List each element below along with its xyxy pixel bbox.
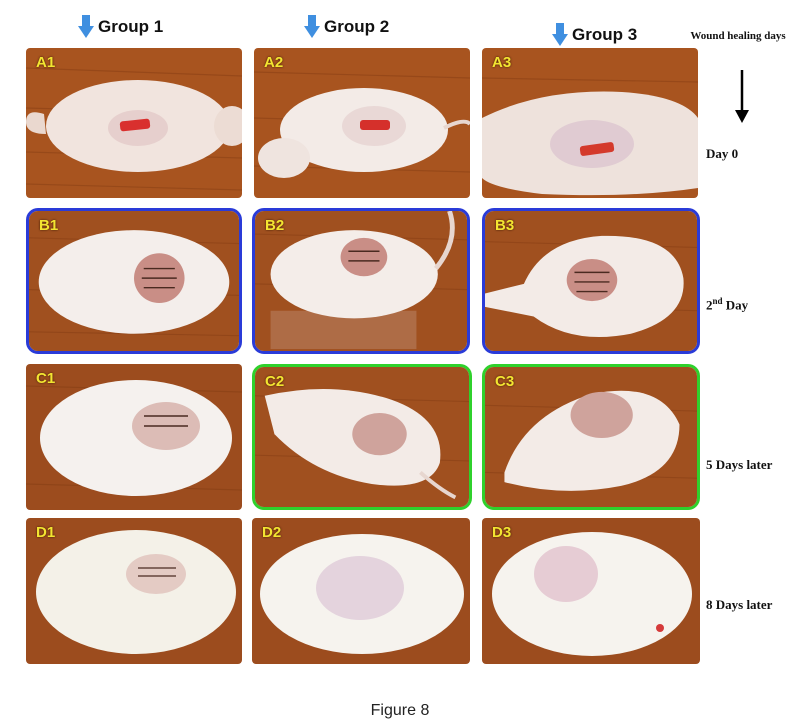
photo-a2: A2 bbox=[254, 48, 470, 198]
panel-label: A3 bbox=[492, 54, 512, 71]
photo-d1: D1 bbox=[26, 518, 242, 664]
row-label-day2: 2nd Day bbox=[706, 296, 749, 313]
group-header-2: Group 2 bbox=[304, 14, 389, 40]
row-label-day5: 5 Days later bbox=[706, 457, 773, 472]
panel-label: B3 bbox=[495, 217, 515, 234]
panel-label: B2 bbox=[265, 217, 285, 234]
photo-b1: B1 bbox=[26, 208, 242, 354]
group-header-3: Group 3 bbox=[552, 22, 637, 48]
panel-label: C2 bbox=[265, 373, 285, 390]
panel-label: D2 bbox=[262, 524, 282, 541]
photo-b2: B2 bbox=[252, 208, 470, 354]
row-label-day8: 8 Days later bbox=[706, 597, 773, 612]
panel-label: A2 bbox=[264, 54, 284, 71]
group-label: Group 3 bbox=[572, 25, 638, 44]
figure-caption: Figure 8 bbox=[370, 702, 430, 719]
photo-d3: D3 bbox=[482, 518, 700, 664]
panel-label: C1 bbox=[36, 370, 56, 387]
down-arrow-icon bbox=[304, 15, 320, 38]
down-arrow-icon bbox=[552, 23, 568, 46]
photo-c1: C1 bbox=[26, 364, 242, 510]
time-arrow-icon bbox=[735, 70, 749, 123]
panel-label: D1 bbox=[36, 524, 56, 541]
group-label: Group 1 bbox=[98, 17, 164, 36]
photo-a3: A3 bbox=[482, 48, 698, 198]
panel-label: B1 bbox=[39, 217, 59, 234]
axis-title: Wound healing days bbox=[690, 30, 786, 42]
photo-c3: C3 bbox=[482, 364, 700, 510]
row-label-day0: Day 0 bbox=[706, 146, 739, 161]
photo-c2: C2 bbox=[252, 364, 472, 510]
group-label: Group 2 bbox=[324, 17, 390, 36]
panel-label: D3 bbox=[492, 524, 512, 541]
down-arrow-icon bbox=[78, 15, 94, 38]
photo-b3: B3 bbox=[482, 208, 700, 354]
group-header-1: Group 1 bbox=[78, 14, 163, 40]
photo-d2: D2 bbox=[252, 518, 470, 664]
panel-label: A1 bbox=[36, 54, 56, 71]
photo-a1: A1 bbox=[26, 48, 242, 198]
panel-label: C3 bbox=[495, 373, 515, 390]
